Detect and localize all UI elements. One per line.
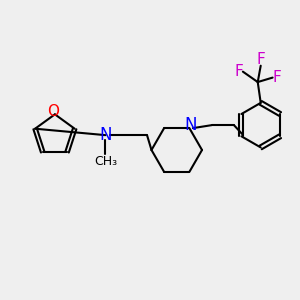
- Text: F: F: [273, 70, 281, 85]
- Text: F: F: [234, 64, 243, 79]
- Text: CH₃: CH₃: [94, 155, 117, 168]
- Text: N: N: [184, 116, 197, 134]
- Text: O: O: [47, 104, 59, 119]
- Text: N: N: [99, 126, 112, 144]
- Text: F: F: [256, 52, 265, 67]
